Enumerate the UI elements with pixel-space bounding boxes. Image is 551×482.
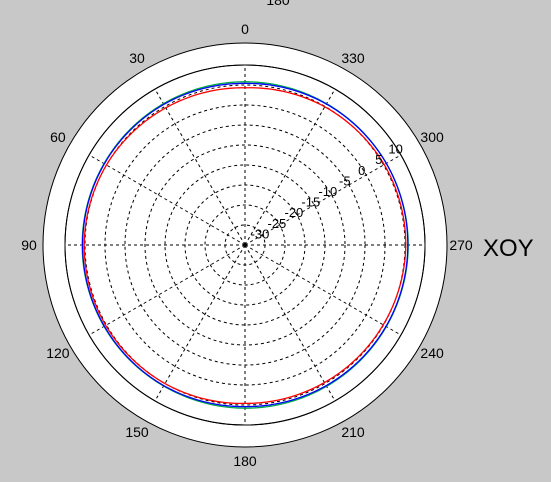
radial-label: -15 [301, 195, 320, 210]
grid-circle [204, 204, 286, 286]
radial-label: 0 [358, 163, 365, 178]
angle-label: 210 [341, 424, 365, 440]
grid-spoke [244, 154, 402, 246]
angle-label: 150 [125, 424, 149, 440]
radial-label: 5 [375, 152, 382, 167]
grid-spokes [65, 65, 425, 425]
series-layer [81, 81, 409, 409]
grid-spoke [244, 244, 336, 402]
radial-label: -30 [251, 226, 270, 241]
grid-circle [84, 84, 406, 406]
grid-spoke [244, 244, 402, 336]
series-line-3 [83, 87, 407, 405]
angle-label: 240 [420, 345, 444, 361]
series-line-2 [81, 82, 409, 408]
radial-label: -10 [318, 184, 337, 199]
angle-label: 60 [50, 129, 66, 145]
radial-label: -5 [339, 173, 351, 188]
angle-label: 120 [46, 345, 70, 361]
angle-label: 0 [241, 21, 249, 37]
grid-spoke [88, 244, 246, 336]
radial-label: 10 [388, 142, 402, 157]
clipped-top-label: 180 [266, 0, 290, 8]
radial-labels: -30-25-20-15-10-5 05 10 [251, 142, 403, 242]
grid-spoke [244, 88, 336, 246]
radial-label: -25 [268, 216, 287, 231]
grid-spoke [154, 88, 246, 246]
grid-spoke [88, 154, 246, 246]
angle-label: 300 [420, 129, 444, 145]
angle-label: 90 [21, 237, 37, 253]
grid-circle [144, 144, 346, 346]
angle-labels: 0 30 60 90 120 150 180 210 240 270 300 330 [21, 21, 473, 469]
grid-spoke [154, 244, 246, 402]
radial-label: -20 [285, 205, 304, 220]
angle-label: 270 [449, 237, 473, 253]
plane-label: XOY [483, 235, 534, 262]
grid-outer-ring [64, 64, 426, 426]
angle-label: 180 [233, 453, 257, 469]
angle-label: 330 [341, 50, 365, 66]
angle-label: 30 [129, 50, 145, 66]
